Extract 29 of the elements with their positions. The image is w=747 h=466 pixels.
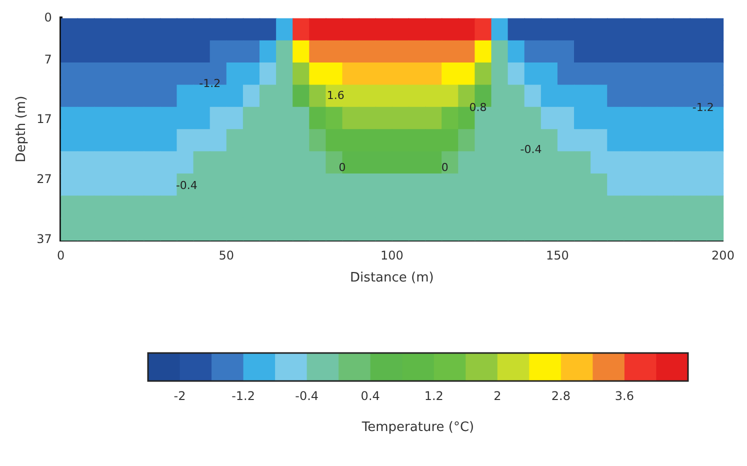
annotation: 0 bbox=[441, 160, 448, 174]
color-bar-label: -2 bbox=[174, 389, 186, 404]
annotation: 0 bbox=[338, 160, 346, 174]
annotation: 1.6 bbox=[326, 88, 344, 102]
x-tick-label: 100 bbox=[380, 248, 404, 262]
color-bar-label: 2 bbox=[494, 389, 502, 404]
x-tick-label: 50 bbox=[218, 248, 234, 262]
color-bar-title: Temperature (°C) bbox=[360, 420, 474, 435]
color-bar-label: -1.2 bbox=[232, 389, 256, 404]
color-bar-label: 2.8 bbox=[551, 389, 570, 404]
color-bar-label: 3.6 bbox=[614, 389, 634, 404]
y-tick-label: 37 bbox=[36, 232, 52, 246]
x-tick-label: 200 bbox=[712, 248, 734, 262]
annotation: -0.4 bbox=[176, 178, 198, 192]
x-tick-label: 150 bbox=[546, 248, 569, 262]
annotation: 0.8 bbox=[469, 100, 487, 114]
color-bar-label: 1.2 bbox=[424, 389, 444, 404]
x-axis-title: Distance (m) bbox=[350, 270, 434, 286]
annotation: -1.2 bbox=[692, 100, 714, 114]
y-tick-label: 7 bbox=[44, 52, 52, 66]
y-tick-label: 17 bbox=[36, 112, 52, 126]
y-tick-label: 27 bbox=[36, 172, 52, 186]
x-tick-label: 0 bbox=[57, 248, 65, 262]
y-tick-label: 0 bbox=[44, 10, 52, 24]
color-bar-label: -0.4 bbox=[295, 389, 319, 404]
annotation: -1.2 bbox=[199, 77, 221, 90]
annotation: -0.4 bbox=[520, 142, 542, 156]
y-axis-title: Depth (m) bbox=[14, 96, 30, 162]
color-bar-label: 0.4 bbox=[360, 389, 380, 404]
